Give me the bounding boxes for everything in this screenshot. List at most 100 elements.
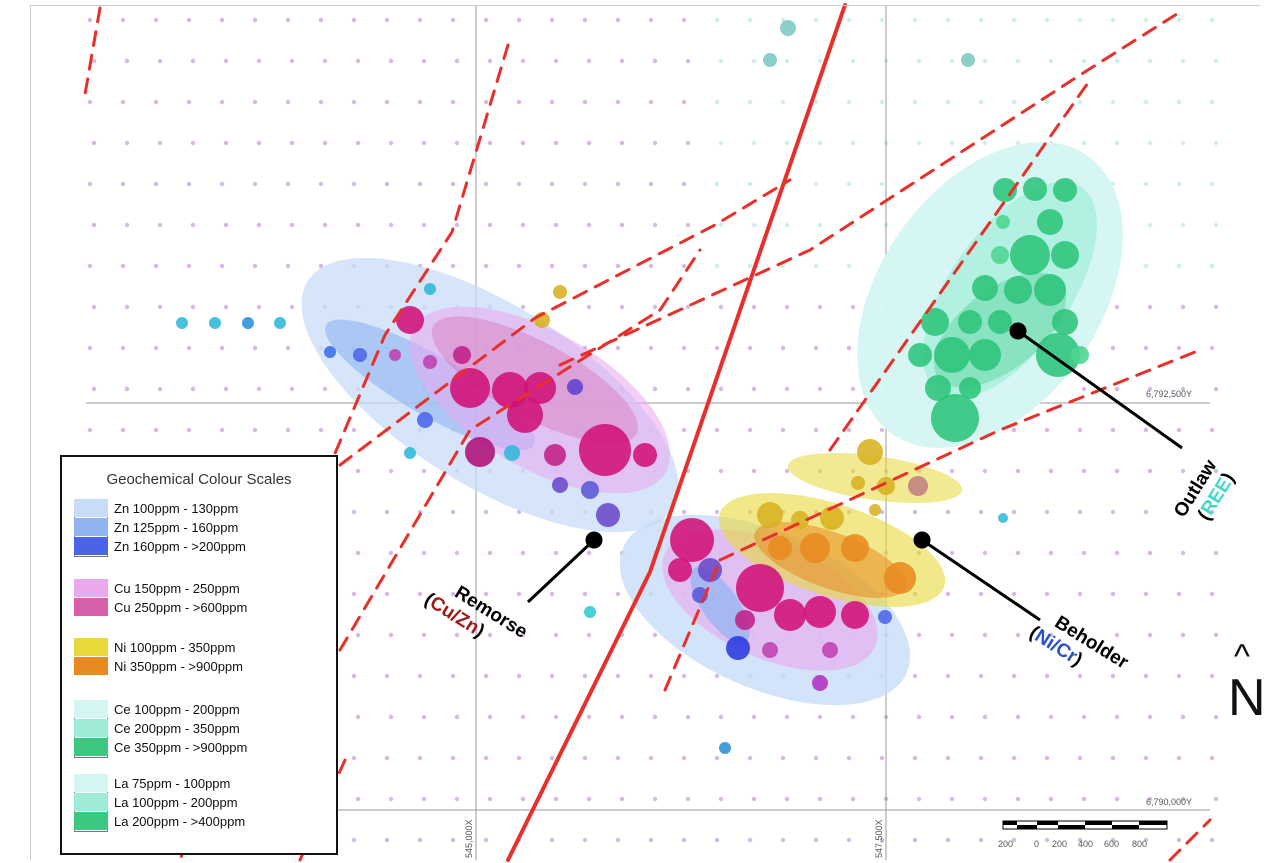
background-dot <box>318 263 324 269</box>
fault-dashed-4 <box>558 10 1182 367</box>
sample-point <box>959 377 981 399</box>
background-dot <box>813 99 819 105</box>
sample-point <box>762 642 778 658</box>
sample-point <box>958 310 982 334</box>
background-dot <box>714 345 720 351</box>
background-dot <box>1143 263 1149 269</box>
background-dot <box>1180 796 1186 802</box>
background-dot <box>124 386 130 392</box>
background-dot <box>1180 714 1186 720</box>
background-dot <box>718 714 724 720</box>
background-dot <box>483 837 489 843</box>
background-dot <box>157 386 163 392</box>
sample-point <box>804 596 836 628</box>
background-dot <box>615 181 621 187</box>
background-dot <box>223 386 229 392</box>
background-dot <box>190 140 196 146</box>
background-dot <box>879 99 885 105</box>
background-dot <box>285 181 291 187</box>
background-dot <box>186 99 192 105</box>
background-dot <box>1077 755 1083 761</box>
background-dot <box>949 796 955 802</box>
y-label-6790000: 6,790,000Y <box>1146 797 1192 807</box>
background-dot <box>747 181 753 187</box>
background-dot <box>520 714 526 720</box>
background-dot <box>1147 632 1153 638</box>
background-dot <box>681 837 687 843</box>
background-dot <box>751 796 757 802</box>
background-dot <box>1077 427 1083 433</box>
background-dot <box>846 427 852 433</box>
legend-panel: Geochemical Colour Scales Zn 100ppm - 13… <box>60 455 338 855</box>
legend-item-zn-2: Zn 125ppm - 160ppm <box>74 518 238 536</box>
background-dot <box>978 509 984 515</box>
background-dot <box>582 755 588 761</box>
background-dot <box>912 755 918 761</box>
background-dot <box>1077 509 1083 515</box>
background-dot <box>1143 591 1149 597</box>
background-dot <box>916 796 922 802</box>
background-dot <box>780 263 786 269</box>
background-dot <box>813 427 819 433</box>
background-dot <box>549 17 555 23</box>
faults <box>82 3 1212 862</box>
background-dot <box>384 673 390 679</box>
ni-zone-inner <box>754 522 906 598</box>
sample-point <box>1023 177 1047 201</box>
background-dot <box>1011 99 1017 105</box>
background-dot <box>648 345 654 351</box>
background-dot <box>454 140 460 146</box>
background-dot <box>1176 755 1182 761</box>
background-dot <box>813 837 819 843</box>
background-dot <box>850 304 856 310</box>
background-dot <box>256 304 262 310</box>
background-dot <box>219 99 225 105</box>
background-dot <box>681 509 687 515</box>
background-dot <box>1077 837 1083 843</box>
background-dot <box>945 673 951 679</box>
background-dot <box>1044 591 1050 597</box>
background-dot <box>1044 427 1050 433</box>
background-dot <box>718 58 724 64</box>
background-dot <box>982 632 988 638</box>
background-dot <box>1147 58 1153 64</box>
swatch-zn-3 <box>74 537 108 555</box>
background-dot <box>157 304 163 310</box>
background-dot <box>615 99 621 105</box>
background-dot <box>318 17 324 23</box>
background-dot <box>681 17 687 23</box>
background-dot <box>285 99 291 105</box>
swatch-la-1 <box>74 774 108 792</box>
beholder-leader <box>921 538 1041 622</box>
background-dot <box>120 427 126 433</box>
swatch-ni-1 <box>74 638 108 656</box>
background-dot <box>846 263 852 269</box>
background-dot <box>388 632 394 638</box>
sample-point <box>991 246 1009 264</box>
background-dot <box>681 263 687 269</box>
background-dot <box>351 509 357 515</box>
background-dot <box>87 17 93 23</box>
background-dot <box>1110 427 1116 433</box>
legend-item-ni-2: Ni 350ppm - >900ppm <box>74 657 243 675</box>
background-dot <box>190 386 196 392</box>
background-dot <box>252 99 258 105</box>
background-dot <box>747 427 753 433</box>
background-dot <box>483 591 489 597</box>
background-dot <box>553 714 559 720</box>
sample-point <box>780 20 796 36</box>
background-dot <box>978 591 984 597</box>
background-dot <box>483 673 489 679</box>
swatch-cu-2 <box>74 598 108 616</box>
background-dot <box>685 304 691 310</box>
background-dot <box>549 263 555 269</box>
background-dot <box>685 796 691 802</box>
target-leaders <box>526 322 1183 622</box>
background-dot <box>784 714 790 720</box>
swatch-ce-1 <box>74 700 108 718</box>
background-dot <box>1044 509 1050 515</box>
background-dot <box>1110 99 1116 105</box>
background-dot <box>714 17 720 23</box>
background-dot <box>322 140 328 146</box>
background-dot <box>384 755 390 761</box>
